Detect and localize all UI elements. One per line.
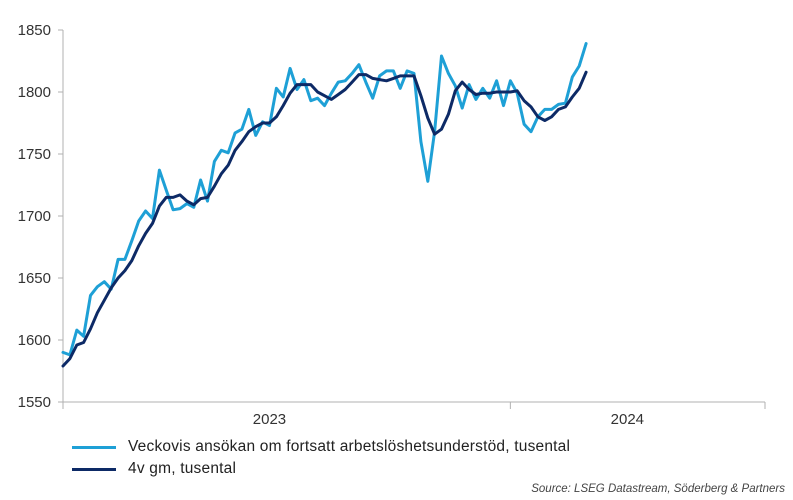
x-tick-label: 2024	[611, 411, 644, 428]
y-axis-labels: 1550 1600 1650 1700 1750 1800 1850	[18, 22, 51, 411]
legend-label-weekly: Veckovis ansökan om fortsatt arbetslöshe…	[128, 438, 571, 455]
y-tick-label: 1700	[18, 208, 51, 225]
y-tick-label: 1550	[18, 394, 51, 411]
legend-swatch-4w-avg	[72, 467, 116, 471]
legend-item-4w-avg: 4v gm, tusental	[72, 458, 570, 480]
y-tick-label: 1750	[18, 146, 51, 163]
series-line-weekly	[61, 42, 588, 357]
x-tick-label: 2023	[253, 411, 286, 428]
axes	[58, 29, 766, 409]
legend-swatch-weekly	[72, 445, 116, 449]
y-tick-label: 1800	[18, 84, 51, 101]
series-line-4w-avg	[61, 70, 588, 368]
source-note: Source: LSEG Datastream, Söderberg & Par…	[531, 483, 785, 495]
legend-item-weekly: Veckovis ansökan om fortsatt arbetslöshe…	[72, 436, 570, 458]
x-axis-labels: 2023 2024	[253, 411, 644, 428]
series-lines	[61, 42, 588, 368]
line-chart: 1550 1600 1650 1700 1750 1800 1850 2023 2024	[18, 22, 766, 428]
legend: Veckovis ansökan om fortsatt arbetslöshe…	[72, 436, 570, 480]
y-tick-label: 1650	[18, 270, 51, 287]
y-tick-label: 1600	[18, 332, 51, 349]
legend-label-4w-avg: 4v gm, tusental	[128, 460, 237, 477]
y-tick-label: 1850	[18, 22, 51, 39]
